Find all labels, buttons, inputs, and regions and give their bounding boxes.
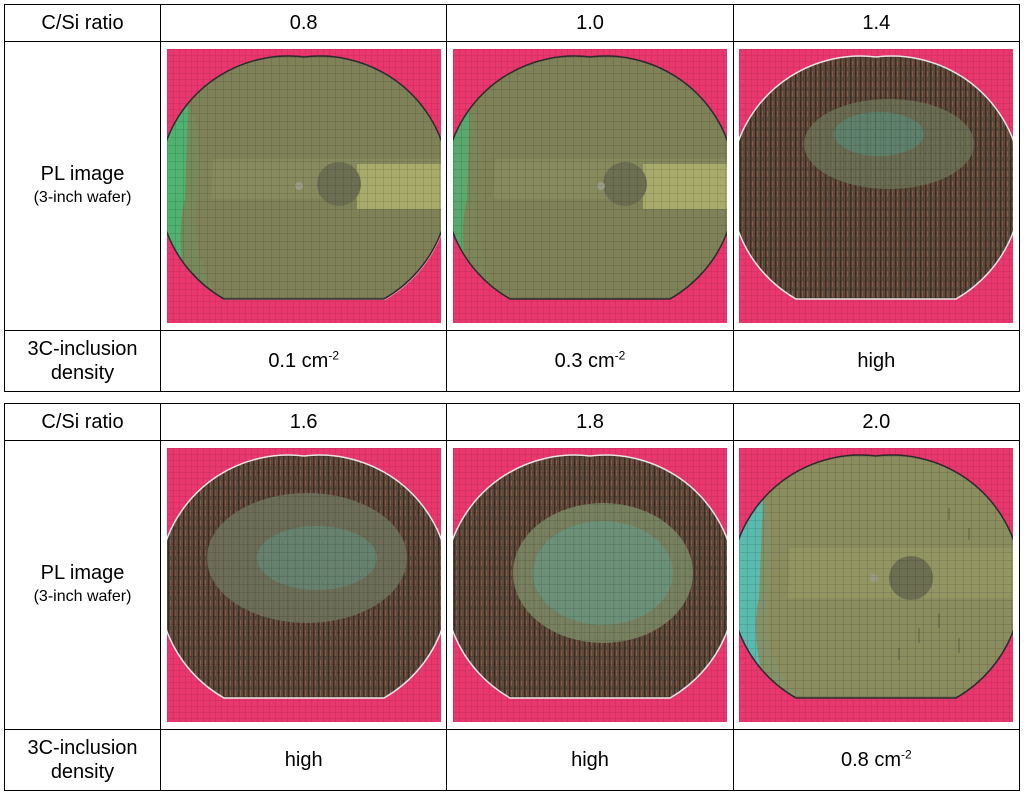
pl-wafer-image-1.4	[739, 49, 1014, 323]
density-value: high	[732, 330, 1021, 392]
ratio-cell: 1.6	[159, 403, 448, 441]
density-label-line-1: 3C-inclusion	[27, 338, 138, 360]
density-value: high	[159, 729, 448, 791]
density-row: 3C-inclusion density high high 0.8 cm-2	[4, 729, 1021, 791]
pl-image-sublabel: (3-inch wafer)	[33, 588, 132, 605]
ratio-cell: 1.8	[446, 403, 734, 441]
density-row: 3C-inclusion density 0.1 cm-2 0.3 cm-2 h…	[4, 330, 1021, 392]
density-label-line-2: density	[50, 761, 115, 783]
ratio-cell: 1.0	[446, 4, 734, 42]
density-value: 0.1 cm-2	[159, 330, 448, 392]
density-label-cell: 3C-inclusion density	[4, 330, 161, 392]
pl-wafer-image-1.0	[452, 49, 727, 323]
wafer-cell	[159, 440, 448, 730]
pl-wafer-image-0.8	[166, 49, 441, 323]
pl-image-label-cell: PL image (3-inch wafer)	[4, 440, 161, 730]
wafer-cell	[732, 41, 1021, 331]
density-label-line-2: density	[50, 362, 115, 384]
density-value: high	[446, 729, 734, 791]
ratio-cell: 1.4	[732, 4, 1021, 42]
c-si-ratio-label: C/Si ratio	[4, 403, 161, 441]
header-row: C/Si ratio 1.6 1.8 2.0	[4, 403, 1021, 441]
pl-image-row: PL image (3-inch wafer)	[4, 440, 1021, 730]
density-value: 0.3 cm-2	[446, 330, 734, 392]
pl-wafer-image-2.0	[739, 448, 1014, 722]
pl-image-label: PL image	[40, 562, 125, 584]
pl-wafer-image-1.8	[452, 448, 727, 722]
density-label-line-1: 3C-inclusion	[27, 737, 138, 759]
pl-image-row: PL image (3-inch wafer)	[4, 41, 1021, 331]
wafer-cell	[159, 41, 448, 331]
ratio-cell: 2.0	[732, 403, 1021, 441]
header-row: C/Si ratio 0.8 1.0 1.4	[4, 4, 1021, 42]
wafer-cell	[446, 440, 734, 730]
wafer-cell	[446, 41, 734, 331]
pl-image-label-cell: PL image (3-inch wafer)	[4, 41, 161, 331]
pl-image-sublabel: (3-inch wafer)	[33, 189, 132, 206]
wafer-cell	[732, 440, 1021, 730]
results-table-1: C/Si ratio 0.8 1.0 1.4 PL image (3-inch …	[4, 4, 1021, 392]
density-value: 0.8 cm-2	[732, 729, 1021, 791]
results-table-2: C/Si ratio 1.6 1.8 2.0 PL image (3-inch …	[4, 403, 1021, 791]
pl-image-label: PL image	[40, 163, 125, 185]
ratio-cell: 0.8	[159, 4, 448, 42]
c-si-ratio-label: C/Si ratio	[4, 4, 161, 42]
pl-wafer-image-1.6	[166, 448, 441, 722]
density-label-cell: 3C-inclusion density	[4, 729, 161, 791]
